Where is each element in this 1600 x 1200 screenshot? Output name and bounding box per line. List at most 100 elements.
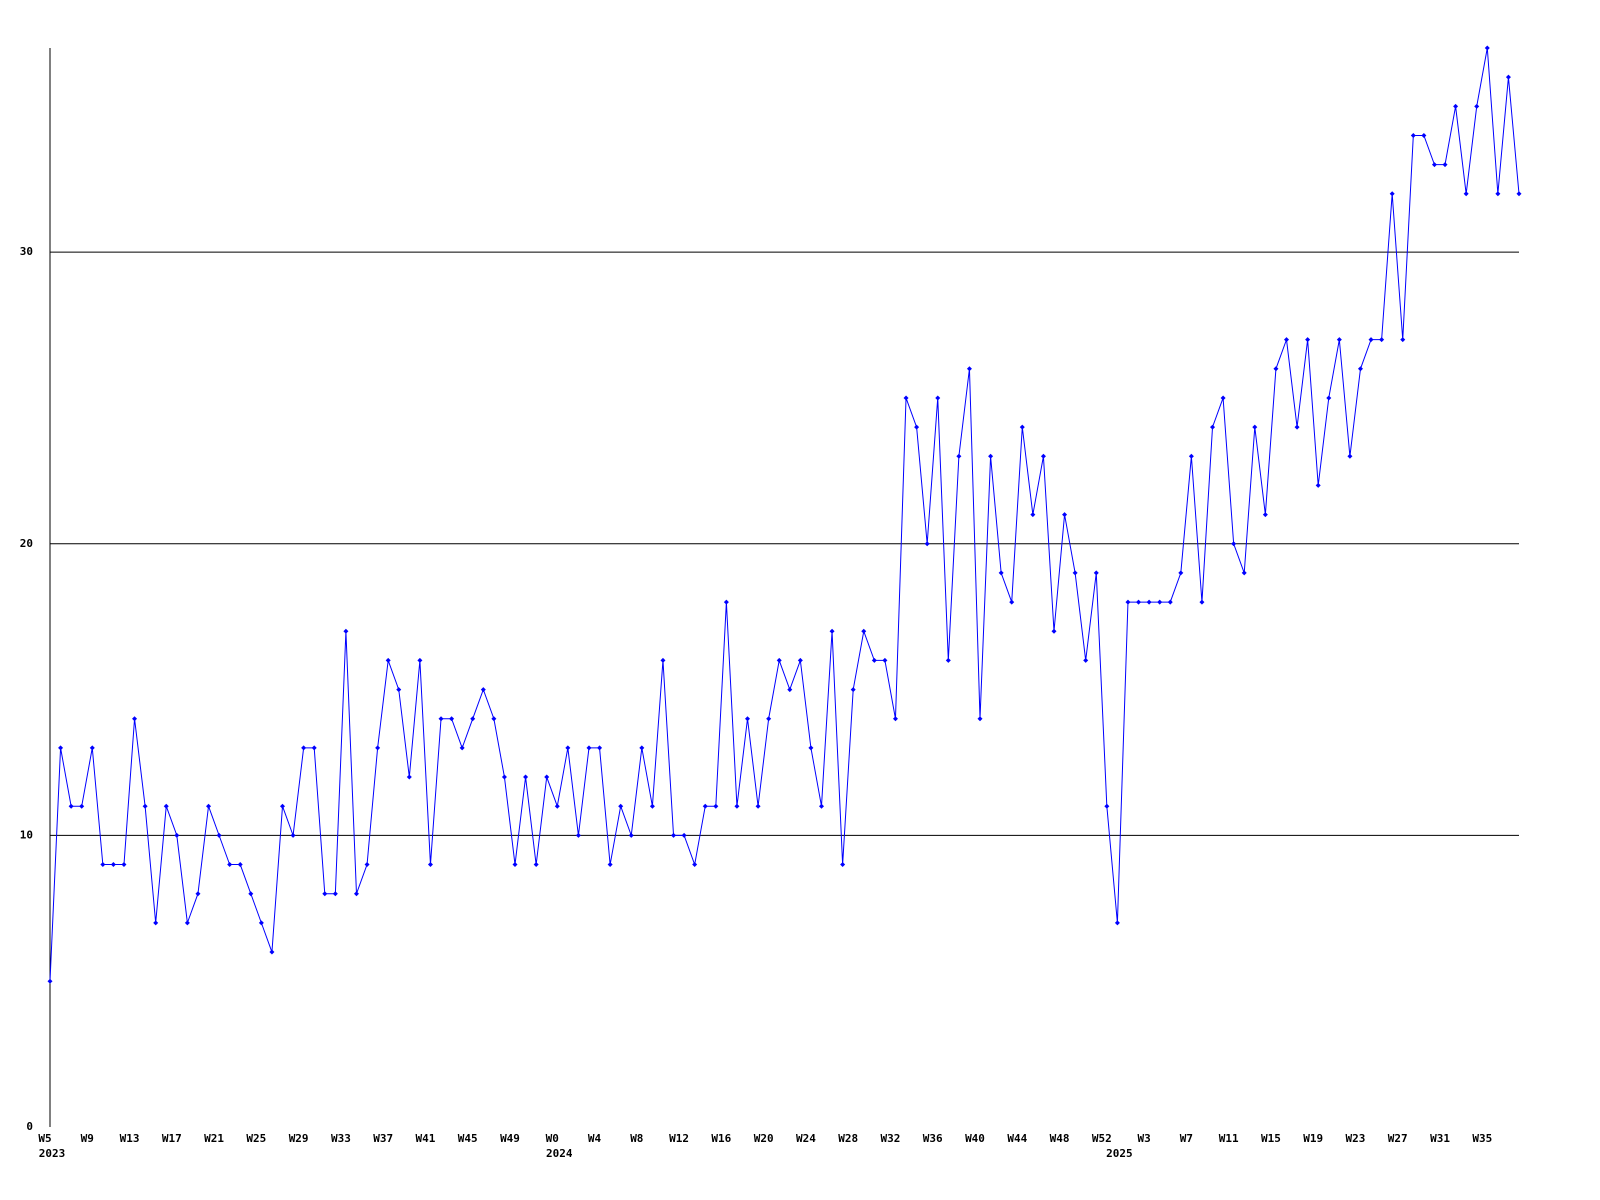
data-point	[861, 628, 867, 634]
data-point	[501, 774, 507, 780]
data-point	[1421, 132, 1427, 138]
data-point	[68, 803, 74, 809]
data-point	[787, 687, 793, 693]
x-tick-label: W9	[81, 1132, 94, 1145]
data-point	[713, 803, 719, 809]
data-point	[1136, 599, 1142, 605]
data-point	[840, 862, 846, 868]
data-point	[1389, 191, 1395, 197]
x-tick-label: W48	[1050, 1132, 1070, 1145]
data-point	[1210, 424, 1216, 430]
data-point	[1315, 482, 1321, 488]
data-point	[586, 745, 592, 751]
data-point	[618, 803, 624, 809]
data-point	[110, 862, 116, 868]
data-point	[301, 745, 307, 751]
data-point	[597, 745, 603, 751]
data-point	[174, 832, 180, 838]
data-point	[1241, 570, 1247, 576]
data-point	[1146, 599, 1152, 605]
data-point	[142, 803, 148, 809]
data-point	[1505, 74, 1511, 80]
x-tick-label: W37	[373, 1132, 393, 1145]
x-tick-label: W31	[1430, 1132, 1450, 1145]
data-point	[449, 716, 455, 722]
data-point	[385, 657, 391, 663]
x-tick-label: W8	[630, 1132, 643, 1145]
x-tick-label: W21	[204, 1132, 224, 1145]
data-point	[311, 745, 317, 751]
data-point	[1178, 570, 1184, 576]
data-point	[1305, 337, 1311, 343]
data-point	[1442, 162, 1448, 168]
x-tick-label: W41	[416, 1132, 436, 1145]
data-point	[565, 745, 571, 751]
data-point	[1326, 395, 1332, 401]
x-tick-label: W25	[246, 1132, 266, 1145]
data-point	[1495, 191, 1501, 197]
data-point	[1357, 366, 1363, 372]
data-line	[49, 47, 1520, 982]
data-point	[269, 949, 275, 955]
data-point	[406, 774, 412, 780]
data-point	[438, 716, 444, 722]
data-point	[998, 570, 1004, 576]
x-tick-label: W13	[120, 1132, 140, 1145]
data-point	[1083, 657, 1089, 663]
y-tick-label: 0	[26, 1120, 33, 1133]
data-point	[343, 628, 349, 634]
data-point	[1009, 599, 1015, 605]
y-tick-label: 30	[20, 245, 33, 258]
data-point	[1030, 512, 1036, 518]
data-point	[184, 920, 190, 926]
x-tick-label: W35	[1472, 1132, 1492, 1145]
data-point	[206, 803, 212, 809]
data-point	[470, 716, 476, 722]
x-tick-label: W3	[1137, 1132, 1150, 1145]
data-point	[808, 745, 814, 751]
data-point	[607, 862, 613, 868]
y-tick-label: 20	[20, 537, 33, 550]
data-point	[692, 862, 698, 868]
x-group-label: 2023	[39, 1147, 66, 1160]
data-point	[766, 716, 772, 722]
data-point	[1379, 337, 1385, 343]
data-point	[745, 716, 751, 722]
data-point	[850, 687, 856, 693]
data-point	[723, 599, 729, 605]
data-point	[290, 832, 296, 838]
data-point	[322, 891, 328, 897]
data-point	[1157, 599, 1163, 605]
data-point	[1474, 103, 1480, 109]
data-point	[1093, 570, 1099, 576]
data-point	[1167, 599, 1173, 605]
data-point	[575, 832, 581, 838]
x-tick-label: W24	[796, 1132, 816, 1145]
data-point	[1220, 395, 1226, 401]
data-point	[58, 745, 64, 751]
data-point	[1072, 570, 1078, 576]
data-point	[153, 920, 159, 926]
data-point	[1062, 512, 1068, 518]
data-point	[628, 832, 634, 838]
data-point	[396, 687, 402, 693]
data-point	[1347, 453, 1353, 459]
data-point	[871, 657, 877, 663]
data-point	[1252, 424, 1258, 430]
x-tick-label: W33	[331, 1132, 351, 1145]
data-point	[1188, 453, 1194, 459]
data-point	[1125, 599, 1131, 605]
data-point	[533, 862, 539, 868]
x-tick-label: W17	[162, 1132, 182, 1145]
data-point	[523, 774, 529, 780]
data-point	[512, 862, 518, 868]
data-point	[480, 687, 486, 693]
x-tick-label: W11	[1219, 1132, 1239, 1145]
data-point	[364, 862, 370, 868]
x-tick-label: W0	[546, 1132, 559, 1145]
x-group-label: 2025	[1106, 1147, 1133, 1160]
data-point	[1336, 337, 1342, 343]
data-point	[755, 803, 761, 809]
data-point	[1410, 132, 1416, 138]
x-tick-label: W32	[881, 1132, 901, 1145]
